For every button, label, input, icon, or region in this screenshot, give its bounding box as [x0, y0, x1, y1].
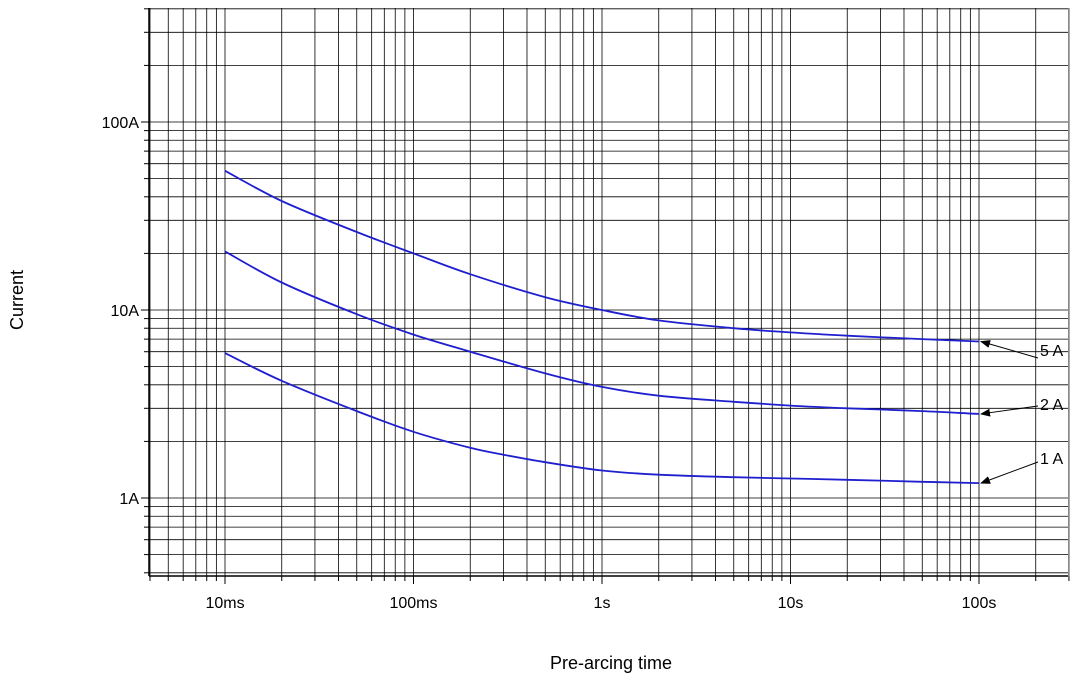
series-curves	[224, 170, 980, 484]
grid-lines	[149, 8, 1070, 576]
x-axis-title: Pre-arcing time	[550, 653, 672, 673]
y-tick-label: 100A	[102, 115, 140, 132]
series-label: 5 A	[1040, 343, 1063, 360]
series-curve	[224, 170, 980, 343]
series-label-leader	[980, 405, 1039, 417]
series-label: 1 A	[1040, 451, 1063, 468]
y-tick-label: 1A	[119, 491, 139, 508]
x-axis-ticks: 10ms 100ms 1s 10s 100s	[149, 576, 1070, 612]
series-label-leader	[980, 340, 1039, 359]
series-labels: 5 A 2 A 1 A	[980, 340, 1063, 484]
series-curve	[224, 250, 980, 415]
x-tick-label: 100s	[962, 595, 997, 612]
x-tick-label: 10ms	[205, 595, 244, 612]
series-label-leader	[980, 461, 1039, 484]
x-tick-label: 10s	[778, 595, 804, 612]
series-label: 2 A	[1040, 397, 1063, 414]
axes	[148, 8, 1068, 577]
y-tick-label: 10A	[111, 303, 140, 320]
series-curve	[224, 352, 980, 484]
y-axis-title: Current	[7, 270, 27, 330]
y-axis-ticks: 1A 10A 100A	[102, 8, 149, 574]
x-tick-label: 100ms	[389, 595, 437, 612]
x-tick-label: 1s	[594, 595, 611, 612]
